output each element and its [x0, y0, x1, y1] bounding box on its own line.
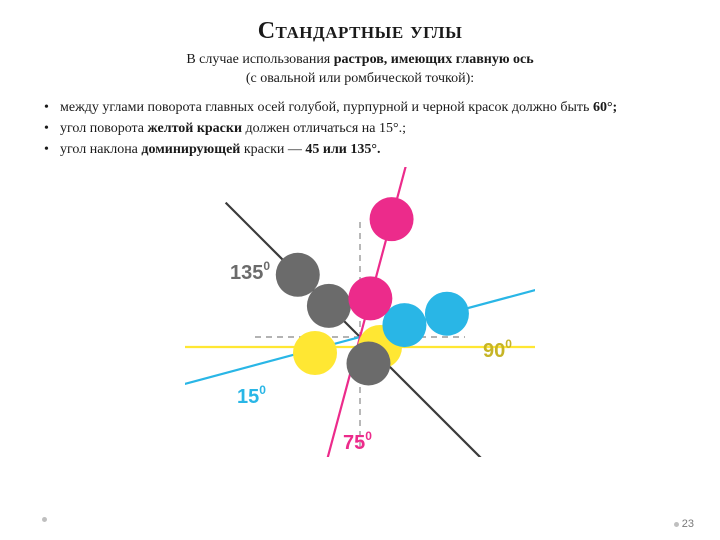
dot-yellow-1 [293, 331, 337, 375]
decorative-bullet [42, 517, 47, 522]
label-75: 750 [343, 429, 372, 454]
dot-black-2 [307, 284, 351, 328]
subtitle-line1-prefix: В случае использования [186, 52, 333, 67]
list-item: угол поворота желтой краски должен отлич… [44, 120, 676, 139]
label-15: 150 [237, 383, 266, 408]
angle-diagram: 1350 150 750 900 [185, 167, 535, 457]
subtitle: В случае использования растров, имеющих … [40, 51, 680, 89]
page-number: 23 [674, 518, 694, 530]
dot-magenta-2 [370, 198, 414, 242]
dot-cyan-2 [425, 292, 469, 336]
bullet-list: между углами поворота главных осей голуб… [44, 99, 676, 160]
dot-magenta-1 [348, 277, 392, 321]
diagram-container: 1350 150 750 900 [40, 167, 680, 457]
page-title: Стандартные углы [40, 18, 680, 45]
subtitle-line1-bold: растров, имеющих главную ось [334, 52, 534, 67]
subtitle-line2: (с овальной или ромбической точкой): [246, 71, 474, 86]
label-135: 1350 [230, 259, 270, 284]
dot-black-3 [346, 342, 390, 386]
list-item: между углами поворота главных осей голуб… [44, 99, 676, 118]
label-90: 900 [483, 337, 512, 362]
dot-black-1 [276, 253, 320, 297]
list-item: угол наклона доминирующей краски — 45 ил… [44, 141, 676, 160]
